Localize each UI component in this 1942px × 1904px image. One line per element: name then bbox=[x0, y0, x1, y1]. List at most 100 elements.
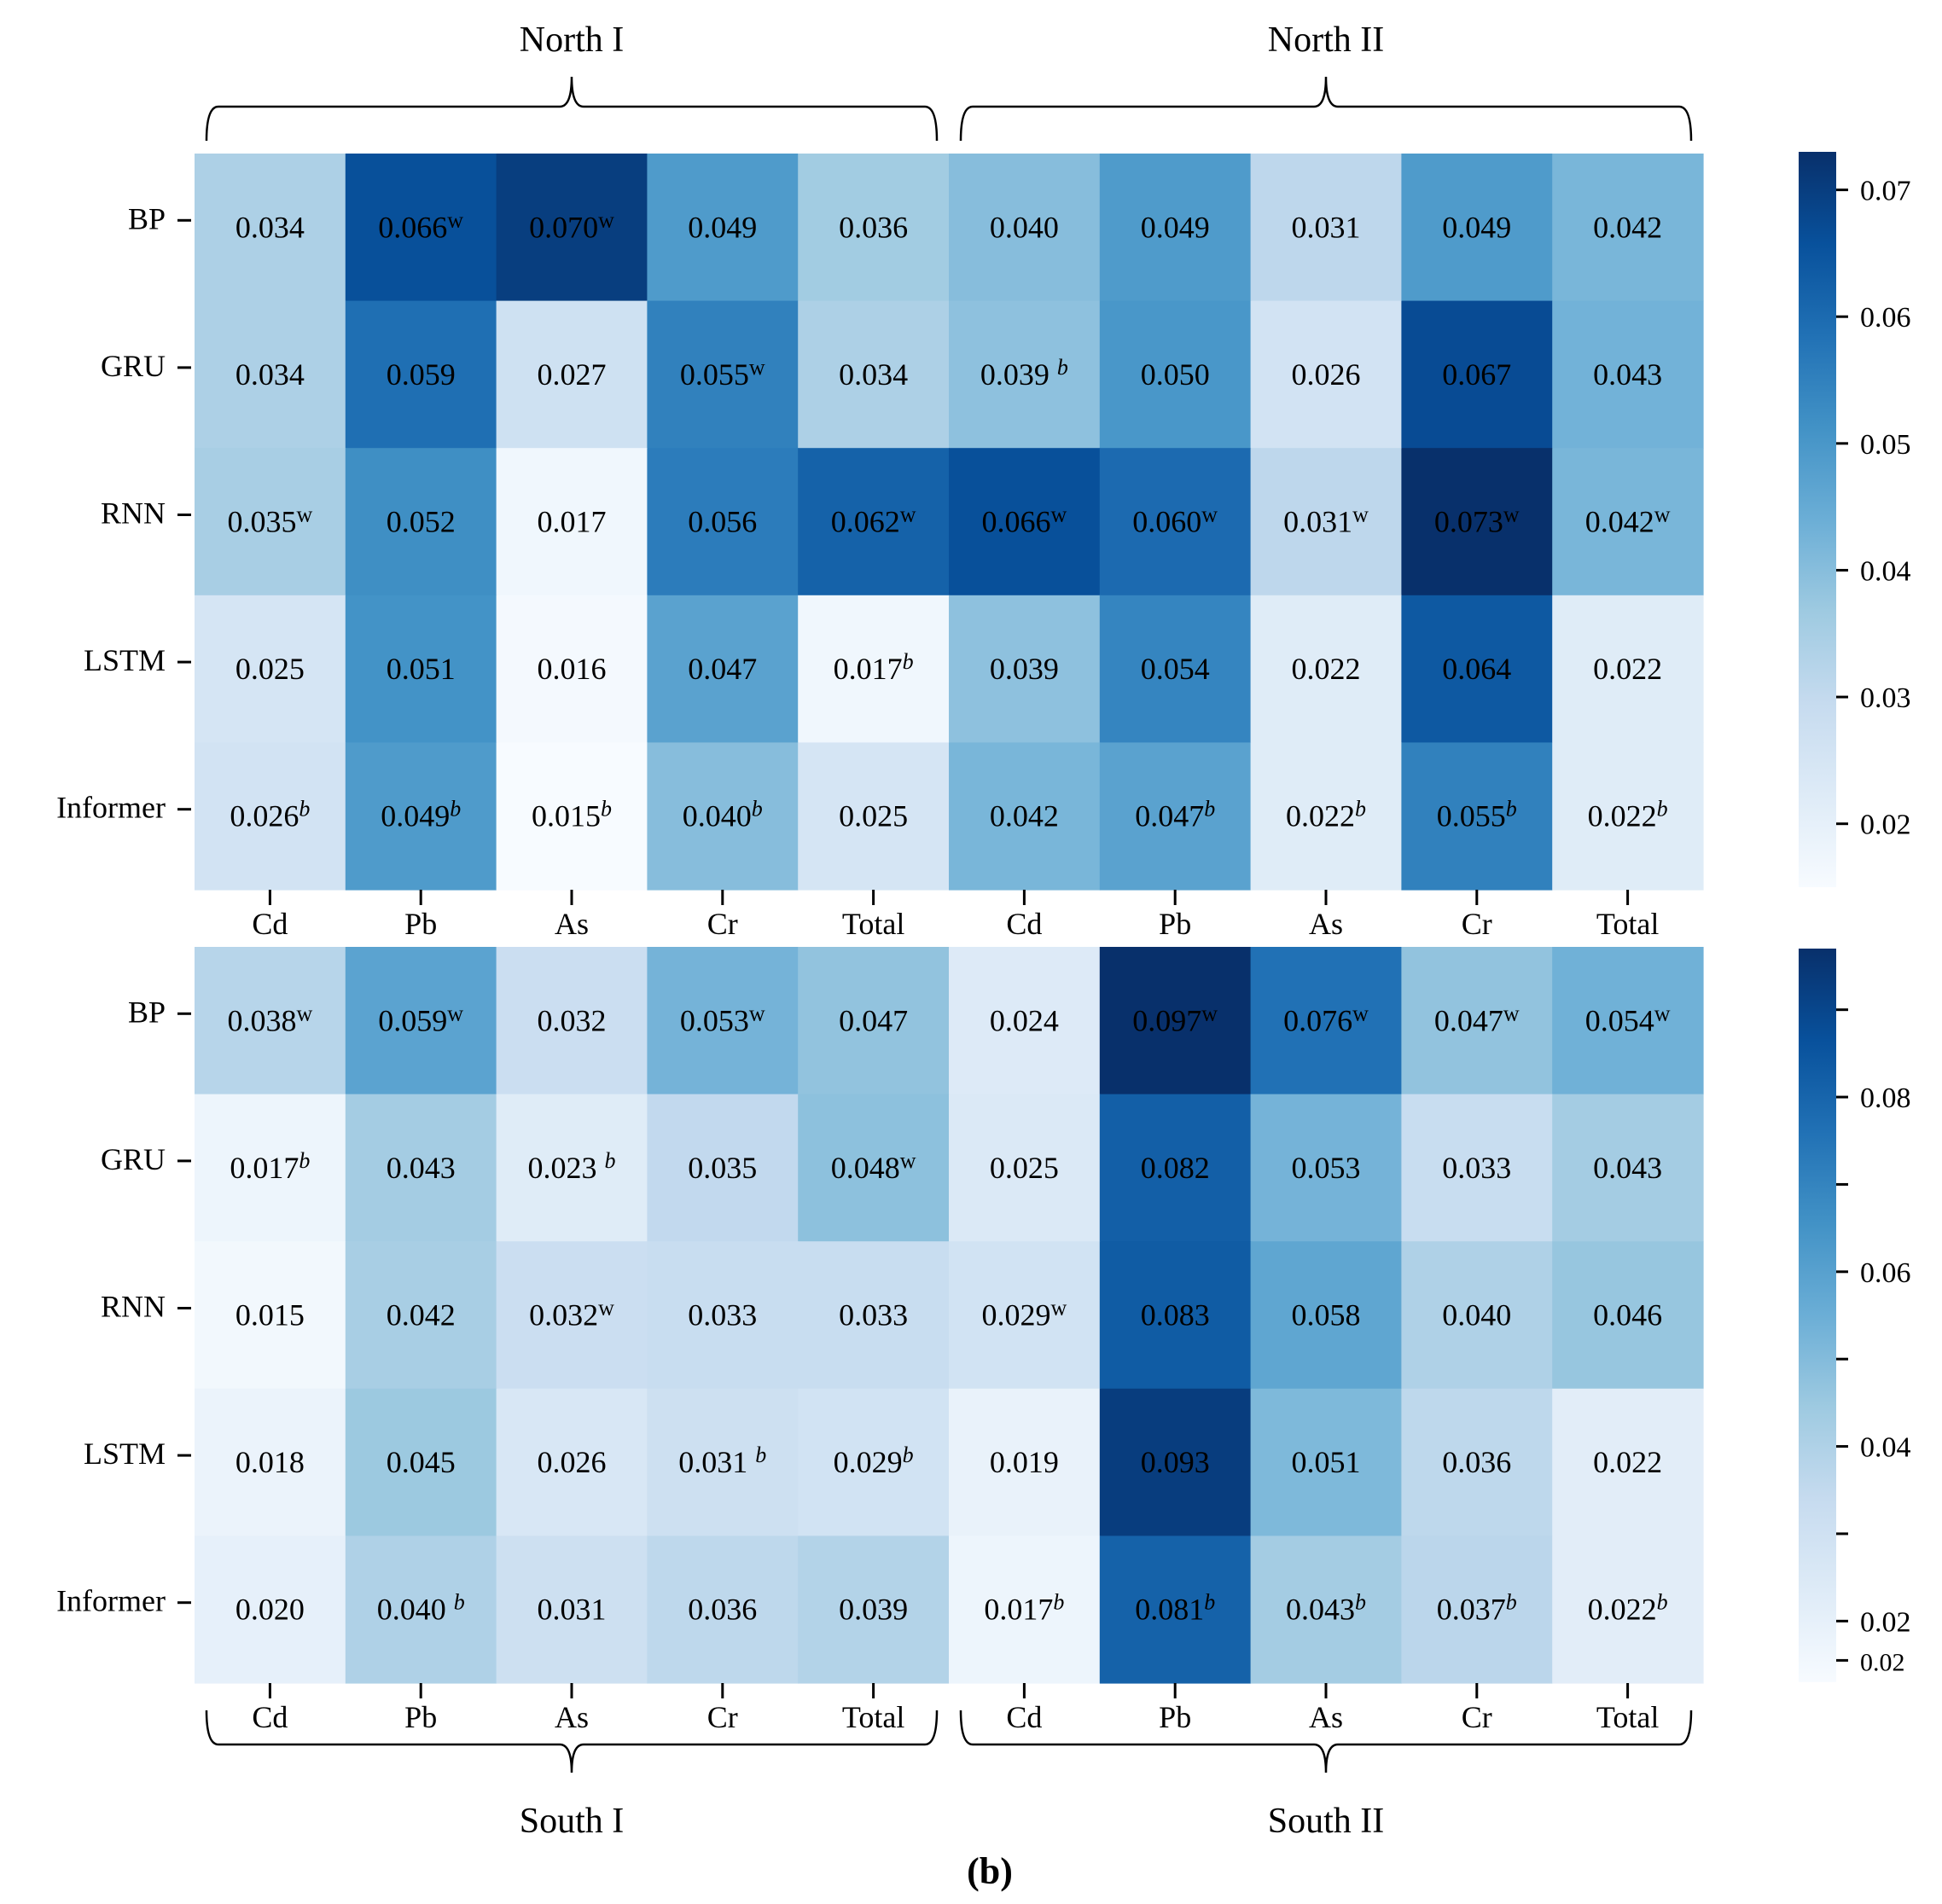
heatmap-cell bbox=[1250, 595, 1402, 743]
cell-value-label: 0.045 bbox=[387, 1445, 456, 1479]
heatmap-cell bbox=[949, 947, 1101, 1095]
column-label: Cr bbox=[707, 1700, 738, 1734]
heatmap-cell bbox=[345, 1388, 497, 1536]
cell-value-label: 0.052 bbox=[387, 505, 456, 539]
heatmap-bottom: 0.038w 0.059w 0.032 0.053w 0.047 0.024 0.097w 0… bbox=[56, 947, 1911, 1841]
heatmap-cell bbox=[195, 1094, 346, 1242]
heatmap-cell bbox=[949, 300, 1101, 449]
cell-mark-superscript: b bbox=[755, 1443, 766, 1467]
cell-mark-superscript: w bbox=[1654, 1001, 1671, 1025]
cell-value-label: 0.034 bbox=[235, 210, 305, 244]
cell-mark-superscript: b bbox=[450, 797, 461, 821]
cell-mark-superscript: b bbox=[1204, 1590, 1215, 1615]
cell-value-label: 0.035 bbox=[688, 1151, 757, 1185]
cell-value-label: 0.017b bbox=[834, 649, 914, 686]
heatmap-cell bbox=[949, 1388, 1101, 1536]
row-label: RNN bbox=[101, 496, 166, 531]
cell-value-label: 0.047 bbox=[688, 652, 757, 686]
column-label: Cr bbox=[1462, 907, 1492, 941]
cell-value-label: 0.049 bbox=[1141, 210, 1210, 244]
cell-value-label: 0.049b bbox=[381, 797, 461, 833]
column-label: Pb bbox=[1159, 907, 1191, 941]
heatmap-cell bbox=[1250, 448, 1402, 596]
group-label: South I bbox=[520, 1802, 625, 1841]
colorbar-tick-label: 0.04 bbox=[1860, 1432, 1911, 1464]
cell-mark-superscript: b bbox=[1053, 1590, 1064, 1615]
cell-value-label: 0.033 bbox=[839, 1298, 908, 1332]
cell-mark-superscript: w bbox=[598, 1296, 614, 1321]
heatmap-cell bbox=[798, 1388, 950, 1536]
colorbar-gradient-bar bbox=[1799, 152, 1836, 887]
cell-mark-superscript: w bbox=[1201, 1001, 1218, 1025]
cell-value-label: 0.023 b bbox=[528, 1148, 616, 1185]
cell-value-label: 0.067 bbox=[1442, 357, 1511, 392]
cell-value-label: 0.064 bbox=[1442, 652, 1511, 686]
heatmap-cell bbox=[647, 595, 799, 743]
heatmap-cell bbox=[1552, 595, 1704, 743]
heatmap-cell bbox=[1099, 1241, 1252, 1390]
heatmap-cell bbox=[1401, 1094, 1553, 1242]
heatmap-cell bbox=[1099, 1094, 1252, 1242]
heatmap-cell bbox=[1099, 448, 1252, 596]
cell-value-label: 0.039 bbox=[839, 1593, 908, 1627]
heatmap-cell bbox=[1250, 742, 1402, 891]
heatmap-cell bbox=[1552, 1535, 1704, 1684]
cell-value-label: 0.040 bbox=[990, 210, 1059, 244]
heatmap-cell bbox=[1250, 1388, 1402, 1536]
heatmap-cell bbox=[1401, 742, 1553, 891]
heatmap-cell bbox=[949, 448, 1101, 596]
cell-mark-superscript: w bbox=[598, 207, 614, 232]
column-label: Total bbox=[842, 1700, 904, 1734]
cell-value-label: 0.043 bbox=[1593, 1151, 1662, 1185]
heatmap-cell bbox=[195, 154, 346, 302]
cell-value-label: 0.033 bbox=[688, 1298, 757, 1332]
cell-value-label: 0.046 bbox=[1593, 1298, 1662, 1332]
heatmap-cell bbox=[345, 1535, 497, 1684]
colorbar-tick-label: 0.06 bbox=[1860, 1257, 1911, 1289]
cell-value-label: 0.082 bbox=[1141, 1151, 1210, 1185]
heatmap-cell bbox=[1401, 595, 1553, 743]
group-brace bbox=[205, 1710, 939, 1773]
heatmap-cell bbox=[798, 742, 950, 891]
row-label: LSTM bbox=[84, 1437, 166, 1471]
cell-mark-superscript: w bbox=[297, 1001, 313, 1025]
heatmap-cell bbox=[195, 1535, 346, 1684]
column-label: Total bbox=[1596, 1700, 1659, 1734]
cell-value-label: 0.022 bbox=[1292, 652, 1361, 686]
colorbar-tick-label: 0.02 bbox=[1860, 810, 1911, 841]
heatmap-cell bbox=[949, 1535, 1101, 1684]
cell-value-label: 0.029b bbox=[834, 1443, 914, 1479]
cell-value-label: 0.043 bbox=[1593, 357, 1662, 392]
column-label: Cd bbox=[252, 1700, 288, 1734]
cell-mark-superscript: w bbox=[1352, 1001, 1369, 1025]
cell-value-label: 0.058 bbox=[1292, 1298, 1361, 1332]
heatmap-cell bbox=[1401, 1241, 1553, 1390]
cell-mark-superscript: b bbox=[1355, 797, 1366, 821]
cell-value-label: 0.047b bbox=[1135, 797, 1215, 833]
heatmap-cell bbox=[1099, 154, 1252, 302]
heatmap-cell bbox=[496, 947, 648, 1095]
cell-value-label: 0.020 bbox=[235, 1593, 305, 1627]
column-label: Cd bbox=[252, 907, 288, 941]
heatmap-cell bbox=[1552, 154, 1704, 302]
colorbar-tick-label: 0.05 bbox=[1860, 429, 1911, 461]
cell-value-label: 0.022b bbox=[1588, 797, 1668, 833]
heatmap-cell bbox=[1552, 300, 1704, 449]
row-label: LSTM bbox=[84, 643, 166, 677]
heatmap-cell bbox=[496, 1241, 648, 1390]
cell-value-label: 0.016 bbox=[538, 652, 607, 686]
heatmap-cell bbox=[1250, 154, 1402, 302]
cell-value-label: 0.093 bbox=[1141, 1445, 1210, 1479]
cell-value-label: 0.036 bbox=[1442, 1445, 1511, 1479]
cell-value-label: 0.017b bbox=[230, 1148, 310, 1185]
heatmap-cell bbox=[1552, 742, 1704, 891]
heatmap-cell bbox=[647, 1094, 799, 1242]
heatmap-cell bbox=[1552, 1241, 1704, 1390]
row-label: Informer bbox=[56, 1584, 166, 1618]
cell-mark-superscript: b bbox=[454, 1590, 465, 1615]
heatmap-cell bbox=[798, 154, 950, 302]
cell-mark-superscript: b bbox=[1204, 797, 1215, 821]
cell-value-label: 0.025 bbox=[235, 652, 305, 686]
heatmap-cell bbox=[345, 154, 497, 302]
heatmap-cell bbox=[1099, 1388, 1252, 1536]
